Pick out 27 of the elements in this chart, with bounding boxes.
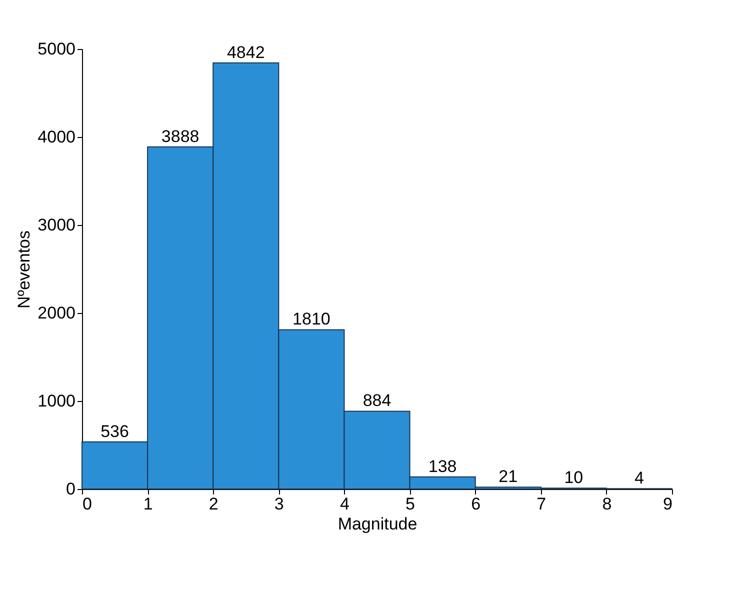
x-tick-label: 4 (340, 494, 350, 514)
data-label: 3888 (161, 126, 200, 146)
y-tick-label: 2000 (38, 304, 76, 322)
x-tick-label: 8 (602, 494, 612, 514)
data-label: 884 (362, 391, 392, 410)
data-label: 21 (498, 467, 518, 486)
data-label: 1810 (292, 310, 330, 329)
x-tick-label: 0 (82, 494, 92, 514)
x-tick-label: 2 (208, 494, 218, 514)
data-label: 4 (634, 468, 644, 488)
y-tick-label: 1000 (38, 392, 76, 410)
data-label: 4842 (226, 42, 265, 62)
x-tick-label: 1 (143, 494, 153, 514)
x-tick-label: 7 (536, 494, 546, 514)
data-label: 536 (100, 422, 129, 441)
x-tick-label: 6 (471, 494, 481, 514)
x-tick-label: 5 (406, 494, 416, 514)
data-label: 10 (564, 468, 584, 488)
x-tick-label: 3 (274, 494, 284, 514)
y-tick-label: 5000 (38, 40, 76, 58)
y-tick-label: 3000 (38, 216, 76, 234)
y-axis-title: Nºeventos (14, 230, 34, 309)
data-label: 138 (428, 456, 457, 476)
y-tick-label: 4000 (38, 128, 76, 146)
y-tick-label: 0 (66, 480, 76, 498)
x-axis-title: Magnitude (338, 514, 418, 534)
x-tick-label: 9 (663, 494, 672, 514)
